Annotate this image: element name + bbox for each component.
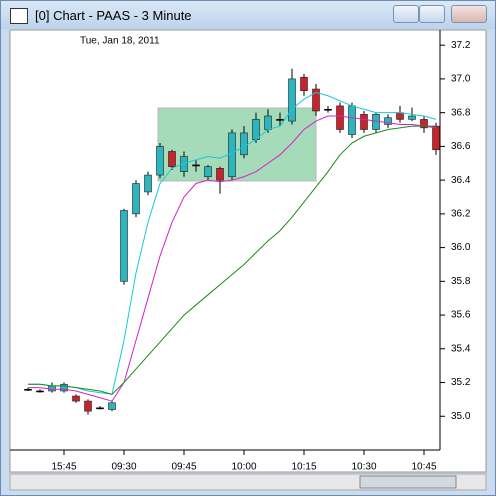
y-tick-label: 35.6 — [451, 310, 471, 321]
candle-body — [228, 132, 236, 178]
candle-body — [264, 115, 272, 130]
y-tick-label: 37.0 — [451, 74, 471, 85]
minimize-button[interactable] — [393, 5, 419, 23]
y-tick-label: 35.0 — [451, 411, 471, 422]
candle-body — [60, 383, 68, 392]
candle-body — [384, 117, 392, 125]
candle-body — [300, 76, 308, 92]
window-title: [0] Chart - PAAS - 3 Minute — [35, 8, 192, 23]
x-tick-label: 10:15 — [291, 462, 316, 473]
y-tick-label: 35.8 — [451, 276, 471, 287]
moving-average-line — [28, 125, 436, 395]
maximize-button[interactable] — [419, 5, 445, 23]
y-tick-label: 36.6 — [451, 141, 471, 152]
candle-body — [168, 151, 176, 167]
moving-average-line — [28, 91, 437, 395]
candle-body — [180, 156, 188, 172]
candle-body — [120, 210, 128, 282]
candle-body — [108, 402, 116, 410]
date-label: Tue, Jan 18, 2011 — [80, 36, 160, 47]
candle-body — [360, 114, 368, 130]
candle-body — [420, 119, 428, 129]
x-tick-label: 15:45 — [51, 462, 76, 473]
candle-body — [156, 146, 164, 176]
candle-body — [36, 390, 44, 393]
candle-body — [324, 108, 332, 111]
candle-body — [72, 395, 80, 402]
candle-body — [132, 183, 140, 215]
app-icon — [10, 8, 28, 24]
y-tick-label: 35.2 — [451, 377, 471, 388]
y-tick-label: 35.4 — [451, 343, 471, 354]
candle-body — [240, 132, 248, 156]
candle-body — [252, 119, 260, 140]
candle-body — [348, 105, 356, 135]
y-tick-label: 36.8 — [451, 107, 471, 118]
candle-body — [84, 400, 92, 412]
y-tick-label: 36.0 — [451, 242, 471, 253]
candle-body — [396, 112, 404, 120]
candle-body — [276, 119, 284, 121]
candle-body — [24, 388, 32, 391]
candle-body — [192, 164, 200, 167]
candle-body — [216, 168, 224, 181]
y-tick-label: 36.2 — [451, 208, 471, 219]
candle-body — [408, 115, 416, 120]
x-tick-label: 09:30 — [111, 462, 136, 473]
candle-body — [96, 407, 104, 410]
candle-body — [204, 166, 212, 178]
candle-body — [288, 78, 296, 122]
title-bar: [0] Chart - PAAS - 3 Minute — [1, 1, 495, 29]
moving-average-line — [28, 115, 437, 402]
candle-body — [432, 125, 440, 151]
candle-body — [312, 88, 320, 112]
y-tick-label: 36.4 — [451, 175, 471, 186]
candle-body — [336, 105, 344, 130]
candle-body — [144, 174, 152, 193]
x-tick-label: 10:00 — [231, 462, 256, 473]
scrollbar-thumb[interactable] — [359, 475, 457, 489]
chart-area — [9, 29, 487, 473]
x-tick-label: 09:45 — [171, 462, 196, 473]
y-tick-label: 37.2 — [451, 40, 471, 51]
x-tick-label: 10:45 — [411, 462, 436, 473]
x-tick-label: 10:30 — [351, 462, 376, 473]
close-button[interactable] — [451, 5, 487, 23]
